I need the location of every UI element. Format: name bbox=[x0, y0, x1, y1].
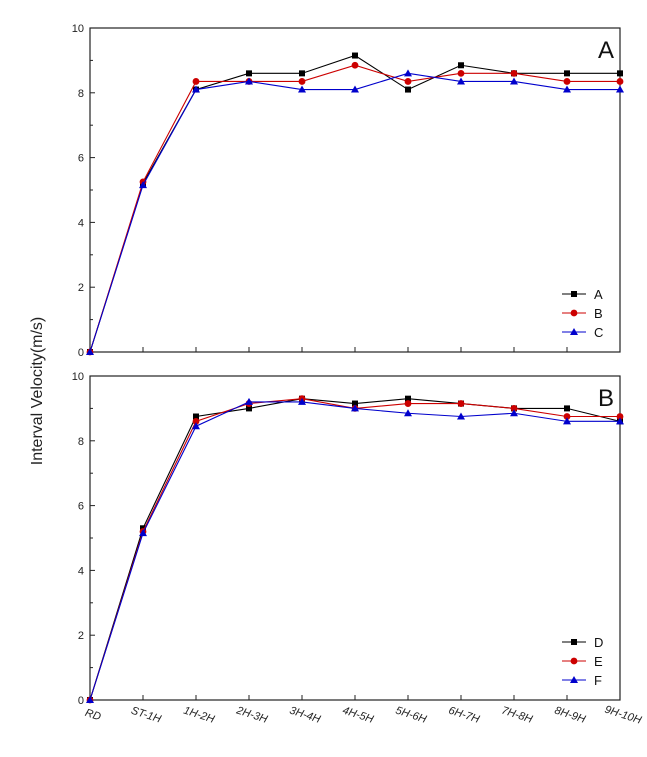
legend-marker-e bbox=[570, 657, 578, 665]
series-line-c bbox=[89, 72, 620, 353]
y-tick-label: 2 bbox=[78, 630, 84, 642]
panel-label-b: B bbox=[598, 385, 614, 412]
data-point-e bbox=[510, 405, 518, 412]
data-point-e bbox=[457, 400, 465, 407]
x-tick-label: 2H-3H bbox=[234, 704, 269, 726]
data-point-b bbox=[192, 78, 200, 85]
legend-label-e: E bbox=[594, 654, 603, 669]
legend-label-a: A bbox=[594, 287, 603, 302]
y-tick-label: 6 bbox=[78, 501, 84, 513]
legend-label-f: F bbox=[594, 673, 602, 688]
plot-frame-b bbox=[89, 375, 621, 701]
panel-label-a: A bbox=[598, 37, 614, 64]
legend-label-d: D bbox=[594, 635, 603, 650]
data-point-b bbox=[298, 78, 306, 85]
data-point-f bbox=[616, 417, 624, 425]
data-point-f bbox=[192, 422, 200, 430]
series-line-a bbox=[89, 54, 620, 353]
data-point-a bbox=[246, 70, 252, 77]
data-point-d bbox=[405, 395, 411, 402]
data-point-f bbox=[404, 409, 412, 417]
data-point-d bbox=[246, 405, 252, 412]
x-tick-label: 8H-9H bbox=[553, 705, 587, 726]
data-point-a bbox=[617, 70, 623, 77]
data-point-d bbox=[564, 405, 570, 412]
y-tick-label: 0 bbox=[78, 695, 84, 707]
data-point-e bbox=[192, 417, 200, 425]
x-tick-label: RD bbox=[84, 707, 103, 723]
data-point-a bbox=[352, 52, 358, 59]
data-point-f bbox=[510, 409, 518, 417]
plot-frame-a bbox=[89, 27, 621, 353]
legend-marker-b bbox=[570, 309, 578, 317]
y-tick-label: 10 bbox=[72, 371, 84, 383]
data-point-a bbox=[458, 62, 464, 69]
data-point-f bbox=[139, 529, 147, 537]
x-tick-label: 7H-8H bbox=[500, 705, 534, 726]
x-tick-label: 1H-2H bbox=[182, 705, 216, 726]
data-point-a bbox=[299, 70, 305, 77]
data-point-c bbox=[404, 69, 412, 77]
data-point-b bbox=[616, 78, 624, 85]
y-tick-label: 0 bbox=[78, 347, 84, 359]
x-tick-label: 3H-4H bbox=[288, 705, 322, 726]
y-tick-label: 8 bbox=[78, 436, 84, 448]
data-point-b bbox=[404, 78, 412, 85]
data-point-a bbox=[405, 86, 411, 93]
y-tick-label: 2 bbox=[78, 282, 84, 294]
legend-label-c: C bbox=[594, 325, 603, 340]
data-point-a bbox=[564, 70, 570, 77]
y-tick-label: 4 bbox=[78, 565, 84, 577]
series-line-d bbox=[89, 398, 621, 701]
data-point-e bbox=[404, 400, 412, 407]
data-point-c bbox=[616, 85, 624, 93]
x-tick-label: 9H-10H bbox=[603, 704, 643, 727]
data-point-d bbox=[352, 400, 358, 407]
series-line-b bbox=[89, 64, 620, 353]
data-point-b bbox=[351, 61, 359, 69]
data-point-f bbox=[86, 696, 94, 703]
legend-marker-a bbox=[571, 291, 577, 297]
series-line-e bbox=[89, 398, 620, 701]
data-point-c bbox=[510, 77, 518, 85]
data-point-c bbox=[298, 85, 306, 93]
data-point-f bbox=[245, 397, 253, 405]
x-tick-label: ST-1H bbox=[129, 705, 162, 726]
chart-panel-b: 0 2 4 6 8 10 RD ST-1H 1H-2H 2H-3H 3H-4H 4H-5H 5H-6H 6… bbox=[72, 371, 643, 727]
x-tick-label: 5H-6H bbox=[394, 705, 428, 726]
y-tick-label: 6 bbox=[78, 153, 84, 165]
data-point-c bbox=[245, 77, 253, 85]
data-point-b bbox=[563, 78, 571, 85]
data-point-c bbox=[192, 85, 200, 93]
data-point-f bbox=[351, 404, 359, 412]
data-point-c bbox=[457, 77, 465, 85]
y-tick-label: 10 bbox=[72, 23, 84, 35]
legend-marker-c bbox=[570, 328, 578, 335]
legend-label-b: B bbox=[594, 306, 603, 321]
x-tick-label: 6H-7H bbox=[447, 705, 481, 726]
data-point-e bbox=[616, 413, 624, 420]
data-point-f bbox=[563, 417, 571, 425]
data-point-c bbox=[351, 85, 359, 93]
data-point-b bbox=[510, 69, 518, 77]
x-tick-label: 4H-5H bbox=[341, 705, 375, 726]
data-point-e bbox=[563, 413, 571, 420]
legend-marker-d bbox=[571, 639, 577, 645]
y-axis-title: Interval Velocity(m/s) bbox=[29, 317, 46, 465]
legend-marker-f bbox=[570, 676, 578, 683]
y-tick-label: 4 bbox=[78, 217, 84, 229]
data-point-f bbox=[298, 397, 306, 405]
data-point-c bbox=[86, 348, 94, 355]
data-point-b bbox=[457, 69, 465, 77]
data-point-d bbox=[193, 413, 199, 420]
data-point-c bbox=[139, 181, 147, 189]
data-point-f bbox=[457, 412, 465, 420]
series-line-f bbox=[89, 401, 620, 701]
data-point-c bbox=[563, 85, 571, 93]
y-tick-label: 8 bbox=[78, 88, 84, 100]
